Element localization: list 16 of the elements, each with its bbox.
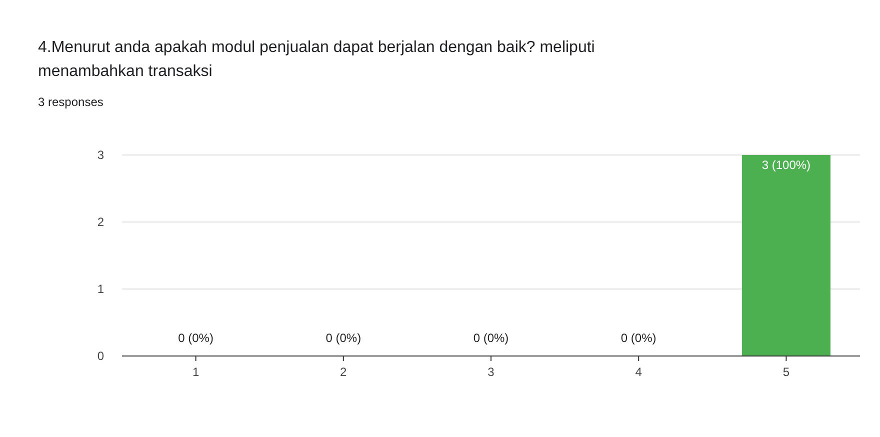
y-tick-label: 1 [97, 282, 104, 296]
y-tick-label: 3 [97, 148, 104, 162]
data-label: 0 (0%) [473, 331, 509, 345]
x-tick-label: 2 [340, 365, 348, 379]
data-label: 3 (100%) [762, 158, 811, 172]
data-label: 0 (0%) [178, 331, 214, 345]
y-tick-label: 2 [97, 215, 104, 230]
chart-title: 4.Menurut anda apakah modul penjualan dapat berjalan dengan baik? meliputi menambahkan transaksi [38, 39, 595, 80]
data-label: 0 (0%) [326, 331, 362, 345]
x-tick-label: 3 [488, 365, 495, 379]
y-tick-label: 0 [97, 349, 104, 364]
x-tick-label: 1 [192, 365, 200, 379]
data-label: 0 (0%) [620, 331, 656, 345]
x-tick-label: 5 [782, 365, 790, 379]
x-tick-label: 4 [635, 365, 642, 379]
chart-subtitle: 3 responses [38, 95, 104, 109]
